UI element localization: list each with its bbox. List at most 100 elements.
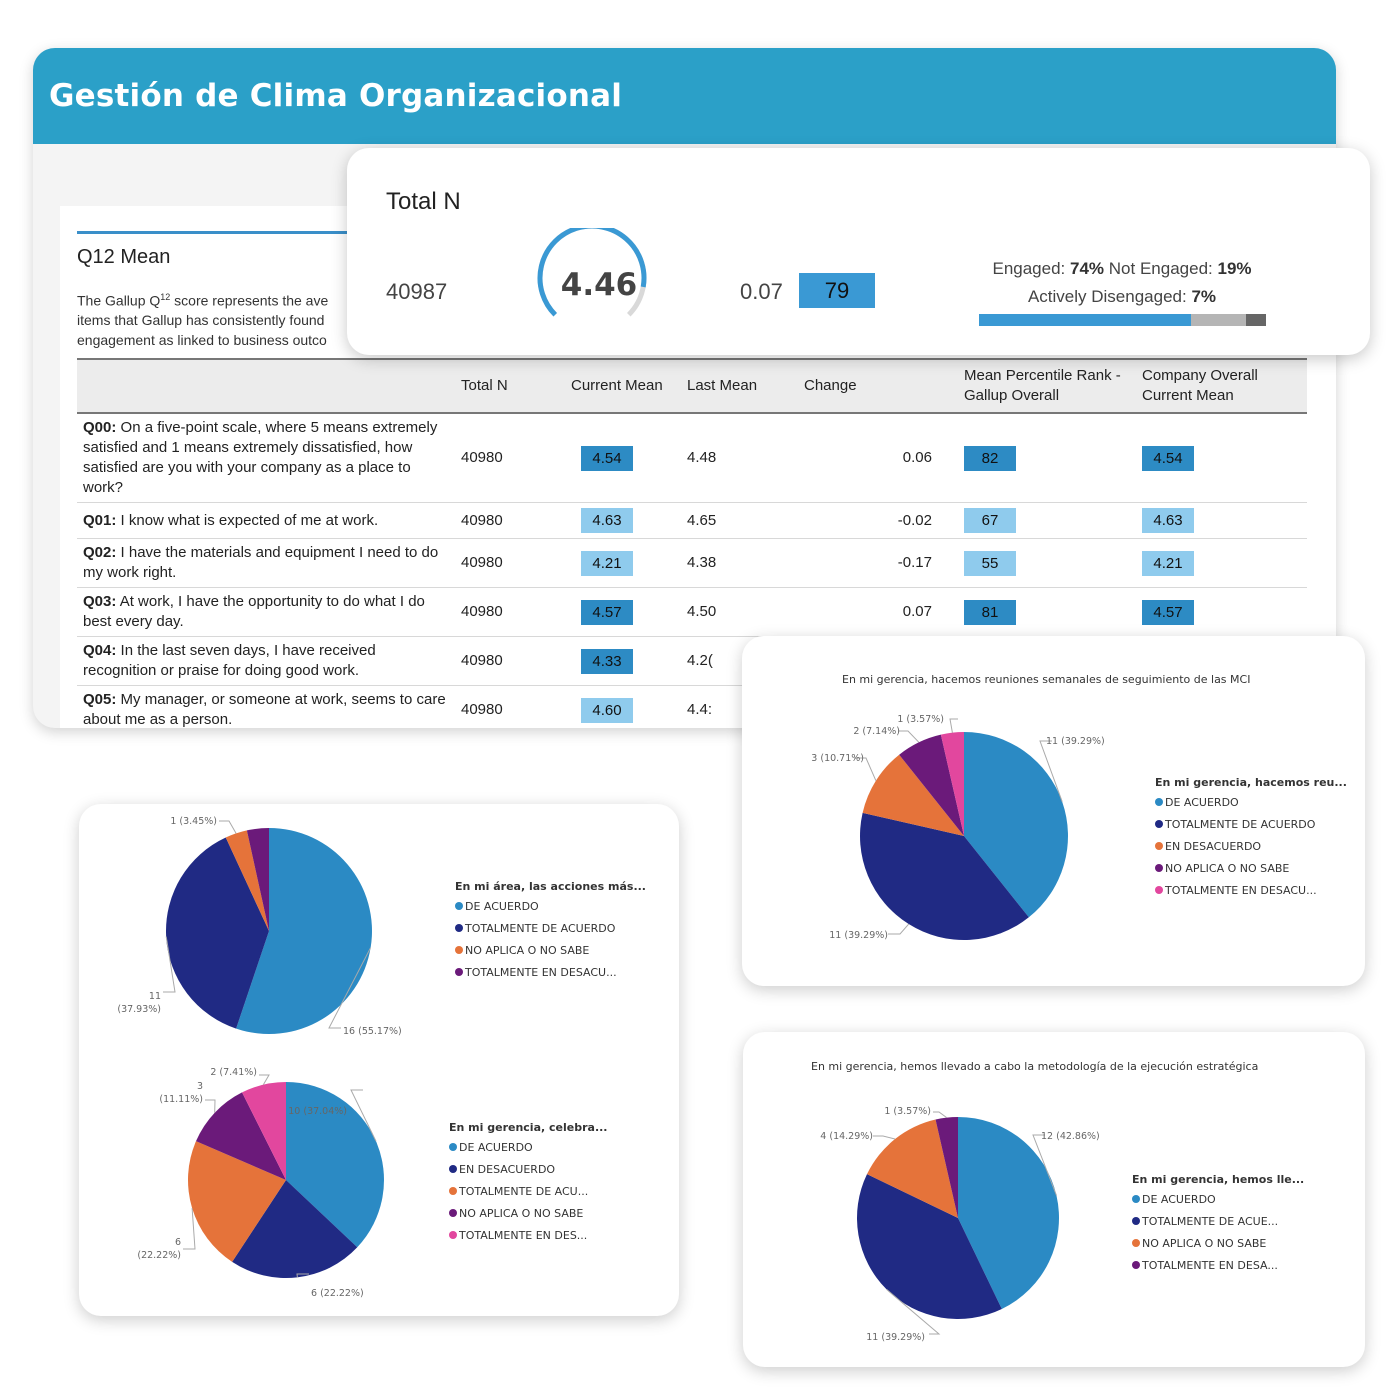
legend-item[interactable]: TOTALMENTE DE ACUERDO — [455, 918, 646, 940]
app-title: Gestión de Clima Organizacional — [49, 78, 623, 114]
legend-item[interactable]: EN DESACUERDO — [449, 1159, 607, 1181]
pie-slice[interactable] — [935, 1117, 958, 1218]
slice-data-label: 3 (10.71%) — [811, 753, 864, 764]
slice-leader-line — [1032, 1134, 1057, 1196]
pie-slice[interactable] — [236, 828, 372, 1034]
legend-item[interactable]: DE ACUERDO — [1132, 1189, 1304, 1211]
last-mean-cell: 4.50 — [681, 587, 798, 637]
current-mean-cell: 4.63 — [565, 502, 681, 539]
total-n-cell: 40980 — [455, 502, 565, 539]
pie-slice[interactable] — [867, 1119, 958, 1218]
legend-item[interactable]: TOTALMENTE EN DES... — [449, 1225, 607, 1247]
question-id: Q02: — [83, 544, 117, 561]
legend-item[interactable]: DE ACUERDO — [455, 896, 646, 918]
legend-item[interactable]: TOTALMENTE DE ACUERDO — [1155, 814, 1347, 836]
slice-data-label: 6 (22.22%) — [311, 1288, 364, 1299]
total-n-cell: 40980 — [455, 413, 565, 503]
change-cell: -0.17 — [798, 538, 958, 588]
legend-dot-icon — [455, 968, 463, 976]
desc-text-3: items that Gallup has consistently found — [77, 312, 325, 329]
table-row[interactable]: Q03: At work, I have the opportunity to … — [77, 587, 1307, 637]
pie-slice[interactable] — [225, 830, 269, 931]
legend-item[interactable]: NO APLICA O NO SABE — [455, 940, 646, 962]
slice-data-label: (37.93%) — [117, 1004, 161, 1015]
last-mean-cell: 4.38 — [681, 538, 798, 588]
legend-dot-icon — [449, 1143, 457, 1151]
slice-data-label: 16 (55.17%) — [343, 1026, 402, 1037]
company-mean-cell: 4.57 — [1136, 587, 1307, 637]
pie-slice[interactable] — [196, 1092, 286, 1180]
pie-slice[interactable] — [187, 1141, 286, 1262]
pie-slice[interactable] — [958, 1117, 1060, 1309]
disengaged-label: Actively Disengaged: — [1027, 287, 1187, 306]
pie-legend-2: En mi gerencia, celebra... DE ACUERDO EN … — [449, 1121, 607, 1247]
slice-data-label: 11 — [149, 991, 161, 1002]
col-company-mean[interactable]: Company Overall Current Mean — [1136, 358, 1307, 414]
col-percentile-rank[interactable]: Mean Percentile Rank - Gallup Overall — [958, 358, 1136, 414]
legend-label: DE ACUERDO — [1165, 796, 1239, 809]
pie-title-meetings: En mi gerencia, hacemos reuniones semana… — [842, 673, 1251, 686]
company-mean-badge: 4.57 — [1142, 599, 1194, 625]
slice-data-label: 11 (39.29%) — [866, 1332, 925, 1343]
pie-slice[interactable] — [856, 1174, 1002, 1320]
col-total-n[interactable]: Total N — [455, 358, 565, 414]
pie-group: 10 (37.04%) 6 (22.22%) 6 (22.22%) 3 (11.11%) 2… — [137, 1067, 384, 1299]
total-n-card: Total N 40987 4.46 0.07 79 Engaged: 74% … — [347, 148, 1370, 355]
col-current-mean[interactable]: Current Mean — [565, 358, 681, 414]
question-id: Q04: — [83, 642, 117, 659]
slice-leader-line — [949, 718, 958, 733]
col-question[interactable] — [77, 358, 455, 414]
question-id: Q05: — [83, 691, 117, 708]
pie-slice[interactable] — [964, 732, 1068, 918]
question-text: I know what is expected of me at work. — [120, 511, 379, 529]
table-row[interactable]: Q01: I know what is expected of me at wo… — [77, 502, 1307, 539]
legend-item[interactable]: NO APLICA O NO SABE — [1132, 1233, 1304, 1255]
pie-slice[interactable] — [862, 754, 964, 836]
pie-slice[interactable] — [246, 828, 269, 931]
legend-item[interactable]: TOTALMENTE EN DESACU... — [455, 962, 646, 984]
legend-dot-icon — [449, 1209, 457, 1217]
legend-item[interactable]: TOTALMENTE EN DESA... — [1132, 1255, 1304, 1277]
legend-item[interactable]: TOTALMENTE DE ACU... — [449, 1181, 607, 1203]
table-row[interactable]: Q02: I have the materials and equipment … — [77, 538, 1307, 588]
legend-item[interactable]: DE ACUERDO — [449, 1137, 607, 1159]
legend-item[interactable]: TOTALMENTE DE ACUE... — [1132, 1211, 1304, 1233]
pie-slice[interactable] — [940, 732, 964, 836]
current-mean-badge: 4.33 — [581, 648, 633, 674]
engaged-label: Engaged: — [992, 259, 1066, 278]
engagement-line-1: Engaged: 74% Not Engaged: 19% — [957, 259, 1287, 279]
current-mean-cell: 4.57 — [565, 587, 681, 637]
rank-badge: 79 — [799, 273, 875, 308]
rank-badge: 82 — [964, 445, 1016, 471]
legend-label: DE ACUERDO — [465, 900, 539, 913]
pie-slice[interactable] — [860, 812, 1029, 940]
legend-item[interactable]: NO APLICA O NO SABE — [1155, 858, 1347, 880]
pie-slice[interactable] — [242, 1082, 286, 1180]
col-change[interactable]: Change — [798, 358, 958, 414]
slice-leader-line — [888, 923, 910, 935]
legend-item[interactable]: NO APLICA O NO SABE — [449, 1203, 607, 1225]
legend-label: NO APLICA O NO SABE — [459, 1207, 584, 1220]
legend-item[interactable]: EN DESACUERDO — [1155, 836, 1347, 858]
total-n-cell: 40980 — [455, 538, 565, 588]
table-row[interactable]: Q00: On a five-point scale, where 5 mean… — [77, 413, 1307, 503]
col-last-mean[interactable]: Last Mean — [681, 358, 798, 414]
slice-leader-line — [205, 1099, 216, 1113]
desc-text-1: The Gallup Q — [77, 292, 161, 309]
desc-text-2: score represents the ave — [170, 292, 329, 309]
legend-item[interactable]: DE ACUERDO — [1155, 792, 1347, 814]
slice-data-label: 3 — [197, 1081, 203, 1092]
legend-label: EN DESACUERDO — [1165, 840, 1262, 853]
pie-slice[interactable] — [165, 837, 269, 1029]
slice-data-label: 11 (39.29%) — [829, 930, 888, 941]
legend-label: DE ACUERDO — [1142, 1193, 1216, 1206]
change-cell: 0.06 — [798, 413, 958, 503]
current-mean-cell: 4.21 — [565, 538, 681, 588]
pie-slice[interactable] — [232, 1180, 358, 1278]
legend-label: TOTALMENTE DE ACU... — [459, 1185, 589, 1198]
legend-item[interactable]: TOTALMENTE EN DESACU... — [1155, 880, 1347, 902]
rank-badge: 55 — [964, 550, 1016, 576]
pie-slice[interactable] — [286, 1082, 384, 1248]
desc-sup: 12 — [160, 292, 171, 302]
pie-slice[interactable] — [899, 734, 964, 836]
